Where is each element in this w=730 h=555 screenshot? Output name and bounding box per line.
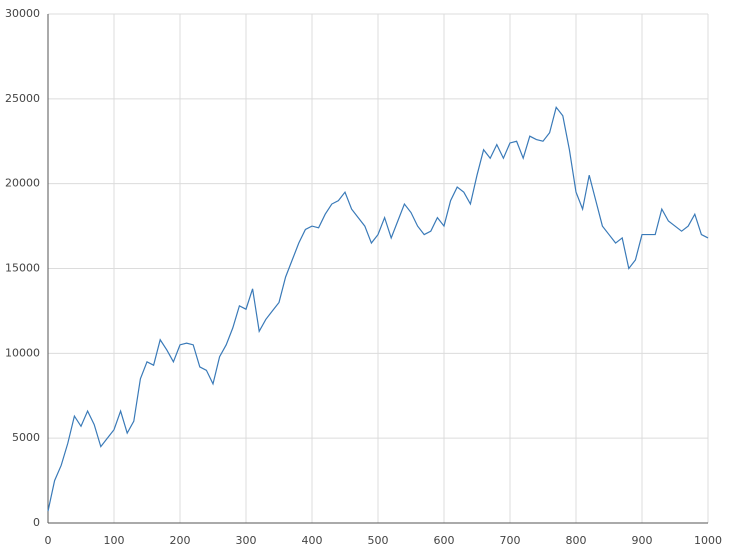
line-series [47, 105, 709, 512]
y-tick-label: 30000 [5, 7, 40, 20]
x-tick-label: 1000 [694, 534, 722, 547]
x-tick-label: 100 [104, 534, 125, 547]
x-tick-label: 700 [500, 534, 521, 547]
y-tick-label: 0 [33, 516, 40, 529]
y-tick-label: 5000 [12, 431, 40, 444]
x-tick-label: 900 [632, 534, 653, 547]
x-tick-label: 800 [566, 534, 587, 547]
y-tick-label: 25000 [5, 92, 40, 105]
x-tick-label: 0 [45, 534, 52, 547]
x-tick-label: 200 [170, 534, 191, 547]
y-tick-label: 20000 [5, 177, 40, 190]
y-tick-label: 15000 [5, 262, 40, 275]
x-tick-label: 600 [434, 534, 455, 547]
y-tick-label: 10000 [5, 346, 40, 359]
x-tick-label: 500 [368, 534, 389, 547]
x-tick-label: 400 [302, 534, 323, 547]
x-tick-label: 300 [236, 534, 257, 547]
